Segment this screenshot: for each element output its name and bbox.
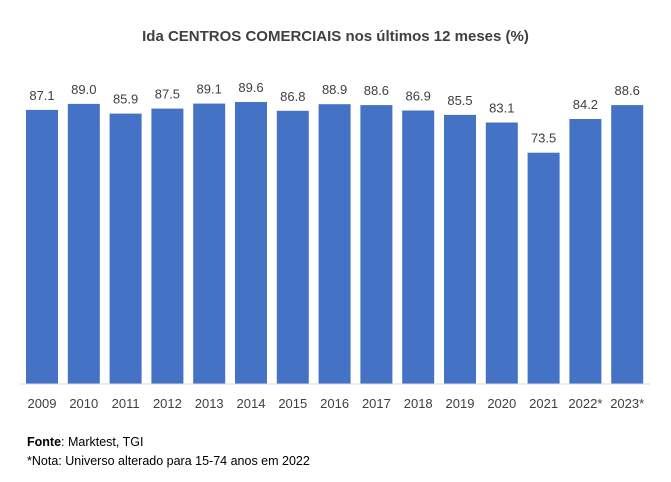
bars-layer: 87.1 2009 89.0 2010 85.9 2011 87.5 2012 89.1 2013… — [26, 80, 644, 411]
bar-2023* — [611, 105, 644, 384]
value-label-2018: 86.9 — [406, 89, 431, 104]
source-note: Fonte: Marktest, TGI — [27, 433, 310, 452]
bar-2016 — [318, 104, 351, 384]
bar-2018 — [402, 110, 435, 384]
x-tick-2022*: 2022* — [568, 396, 602, 411]
chart-title: Ida CENTROS COMERCIAIS nos últimos 12 me… — [142, 28, 529, 45]
value-label-2020: 83.1 — [489, 101, 514, 116]
x-tick-2014: 2014 — [237, 396, 266, 411]
x-tick-2020: 2020 — [487, 396, 516, 411]
value-label-2009: 87.1 — [29, 88, 54, 103]
universe-note: *Nota: Universo alterado para 15-74 anos… — [27, 454, 310, 468]
bar-2010 — [67, 103, 100, 385]
x-tick-2016: 2016 — [320, 396, 349, 411]
x-tick-2012: 2012 — [153, 396, 182, 411]
value-label-2012: 87.5 — [155, 87, 180, 102]
x-tick-2009: 2009 — [28, 396, 57, 411]
x-tick-2011: 2011 — [112, 396, 140, 411]
value-label-2019: 85.5 — [447, 93, 472, 108]
value-label-2023*: 88.6 — [615, 83, 640, 98]
bar-chart: 87.1 2009 89.0 2010 85.9 2011 87.5 2012 89.1 2013… — [20, 80, 650, 411]
bar-2021 — [527, 152, 560, 384]
bar-2022* — [569, 119, 602, 384]
x-tick-2018: 2018 — [404, 396, 433, 411]
x-tick-2017: 2017 — [362, 396, 391, 411]
value-label-2021: 73.5 — [531, 131, 556, 146]
bar-2012 — [151, 108, 184, 384]
value-label-2015: 86.8 — [280, 89, 305, 104]
value-label-2010: 89.0 — [71, 82, 96, 97]
bar-2011 — [109, 113, 142, 384]
bar-2019 — [444, 114, 476, 385]
bar-2013 — [193, 103, 226, 384]
value-label-2022*: 84.2 — [573, 97, 598, 112]
footnotes: Fonte: Marktest, TGI *Nota: Universo alt… — [27, 433, 310, 471]
value-label-2011: 85.9 — [113, 92, 138, 107]
value-label-2014: 89.6 — [238, 80, 263, 95]
bar-2009 — [26, 109, 58, 385]
x-tick-2023*: 2023* — [610, 396, 644, 411]
x-tick-2013: 2013 — [195, 396, 224, 411]
bar-2020 — [485, 122, 518, 384]
value-label-2016: 88.9 — [322, 82, 347, 97]
bar-2015 — [276, 110, 309, 385]
x-tick-2010: 2010 — [69, 396, 98, 411]
value-label-2013: 89.1 — [197, 82, 222, 97]
x-tick-2015: 2015 — [278, 396, 307, 411]
x-tick-2019: 2019 — [446, 396, 475, 411]
source-label: Fonte — [27, 435, 62, 449]
value-label-2017: 88.6 — [364, 83, 389, 98]
bar-2014 — [235, 102, 267, 384]
bar-2017 — [360, 105, 393, 384]
source-text: : Marktest, TGI — [61, 435, 144, 449]
x-tick-2021: 2021 — [529, 396, 558, 411]
